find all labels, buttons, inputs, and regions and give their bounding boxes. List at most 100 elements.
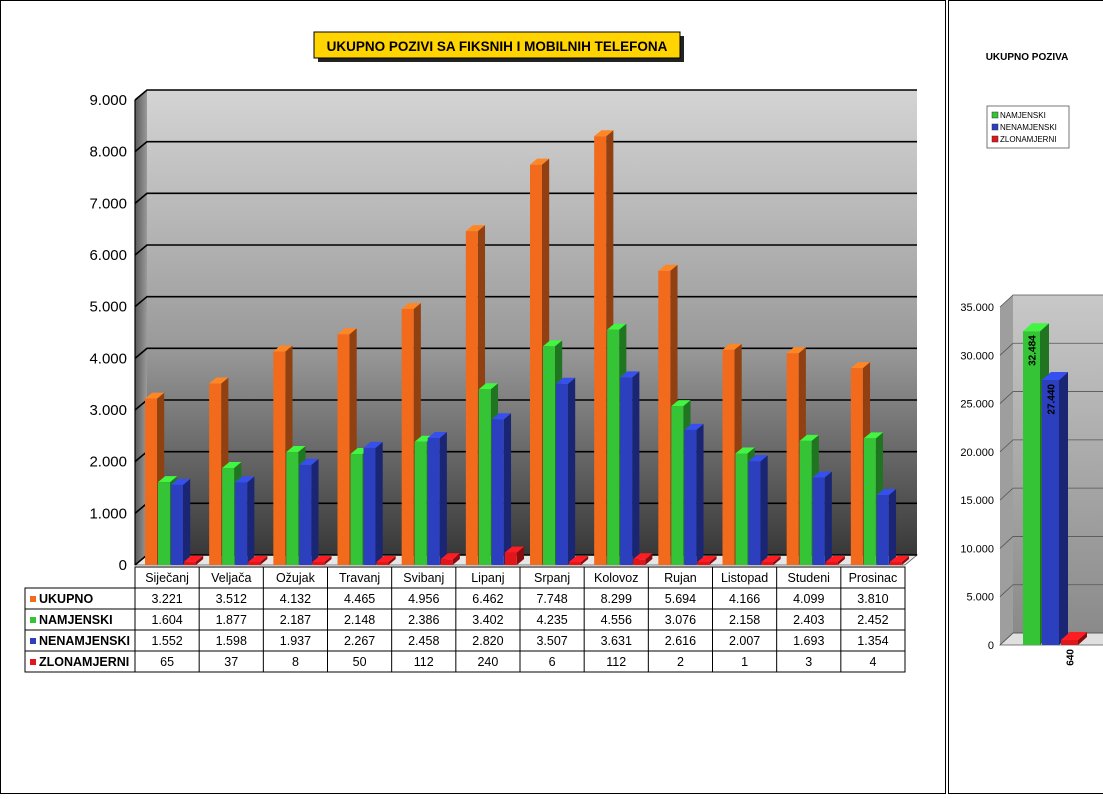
bar-front xyxy=(248,562,260,565)
series-name: NENAMJENSKI xyxy=(39,634,130,648)
legend-label: NENAMJENSKI xyxy=(1000,123,1057,132)
category-label: Listopad xyxy=(721,571,768,585)
table-cell: 4.166 xyxy=(729,592,760,606)
bar-front xyxy=(826,562,838,565)
table-cell: 4.465 xyxy=(344,592,375,606)
bar-front xyxy=(594,136,606,565)
category-label: Prosinac xyxy=(849,571,898,585)
y-tick-label: 6.000 xyxy=(89,247,127,264)
table-cell: 2.403 xyxy=(793,613,824,627)
bar-nenamjenski-10 xyxy=(813,472,832,565)
y-tick-label: 3.000 xyxy=(89,402,127,419)
bar-side xyxy=(825,472,832,565)
table-cell: 1.598 xyxy=(216,634,247,648)
table-cell: 4 xyxy=(869,655,876,669)
bar-front xyxy=(158,482,170,565)
y-tick-label: 4.000 xyxy=(89,350,127,367)
side-y-tick: 35.000 xyxy=(960,302,994,314)
legend-key xyxy=(992,124,998,130)
y-tick-label: 2.000 xyxy=(89,454,127,471)
bar-front xyxy=(607,330,619,565)
category-label: Rujan xyxy=(664,571,697,585)
side-y-tick: 0 xyxy=(988,640,994,652)
bar-front xyxy=(273,352,285,565)
side-y-tick: 15.000 xyxy=(960,495,994,507)
category-label: Srpanj xyxy=(534,571,570,585)
bar-front xyxy=(505,553,517,565)
side-title: UKUPNO POZIVA xyxy=(986,52,1069,63)
table-cell: 2.616 xyxy=(665,634,696,648)
table-cell: 3.076 xyxy=(665,613,696,627)
side-left-wall xyxy=(1000,295,1013,645)
bar-front xyxy=(633,559,645,565)
table-cell: 2.187 xyxy=(280,613,311,627)
bar-front xyxy=(877,495,889,565)
table-cell: 3.810 xyxy=(857,592,888,606)
series-name: ZLONAMJERNI xyxy=(39,655,129,669)
table-cell: 4.235 xyxy=(536,613,567,627)
y-tick-label: 1.000 xyxy=(89,505,127,522)
side-y-tick: 25.000 xyxy=(960,399,994,411)
bar-nenamjenski-11 xyxy=(877,489,896,565)
table-cell: 65 xyxy=(160,655,174,669)
bar-front xyxy=(312,562,324,565)
bar-front xyxy=(351,454,363,565)
bar-nenamjenski-1 xyxy=(235,476,254,565)
bar-front xyxy=(620,377,632,565)
y-tick-label: 8.000 xyxy=(89,144,127,161)
bar-side xyxy=(311,459,318,565)
table-cell: 2.007 xyxy=(729,634,760,648)
table-cell: 2.148 xyxy=(344,613,375,627)
bar-side xyxy=(376,442,383,565)
bar-front xyxy=(1023,331,1040,645)
category-label: Veljača xyxy=(211,571,251,585)
bar-front xyxy=(556,384,568,565)
bar-front xyxy=(697,562,709,565)
category-label: Studeni xyxy=(788,571,830,585)
bar-side xyxy=(247,476,254,565)
bar-front xyxy=(1061,640,1078,645)
series-name: UKUPNO xyxy=(39,592,93,606)
bar-nenamjenski-2 xyxy=(299,459,318,565)
legend-label: NAMJENSKI xyxy=(1000,111,1046,120)
bar-front xyxy=(530,165,542,565)
main-title: UKUPNO POZIVI SA FIKSNIH I MOBILNIH TELE… xyxy=(327,39,668,54)
table-cell: 5.694 xyxy=(665,592,696,606)
main-chart: UKUPNO POZIVI SA FIKSNIH I MOBILNIH TELE… xyxy=(25,32,917,672)
bar-front xyxy=(890,562,902,565)
y-tick-label: 0 xyxy=(119,557,127,574)
bar-front xyxy=(787,353,799,565)
bar-front xyxy=(286,452,298,565)
table-cell: 2.820 xyxy=(472,634,503,648)
table-cell: 1 xyxy=(741,655,748,669)
table-cell: 7.748 xyxy=(536,592,567,606)
table-cell: 1.552 xyxy=(151,634,182,648)
bar-front xyxy=(864,438,876,565)
table-cell: 1.877 xyxy=(216,613,247,627)
table-cell: 112 xyxy=(606,655,626,669)
table-cell: 240 xyxy=(477,655,498,669)
bar-front xyxy=(171,485,183,565)
table-cell: 4.099 xyxy=(793,592,824,606)
table-cell: 1.937 xyxy=(280,634,311,648)
bar-front xyxy=(222,468,234,565)
table-cell: 50 xyxy=(353,655,367,669)
bar-side xyxy=(696,424,703,565)
bar-side xyxy=(568,378,575,565)
bar-front xyxy=(402,309,414,565)
table-cell: 2.458 xyxy=(408,634,439,648)
side-bar-label: 32.484 xyxy=(1028,335,1039,366)
legend-key-namjenski xyxy=(30,617,36,623)
y-tick-label: 9.000 xyxy=(89,92,127,109)
bar-front xyxy=(1042,380,1059,645)
bar-side xyxy=(440,432,447,565)
category-label: Travanj xyxy=(339,571,380,585)
bar-front xyxy=(492,419,504,565)
bar-nenamjenski-0 xyxy=(171,479,190,565)
table-cell: 4.556 xyxy=(601,613,632,627)
bar-side xyxy=(632,371,639,565)
table-cell: 6.462 xyxy=(472,592,503,606)
